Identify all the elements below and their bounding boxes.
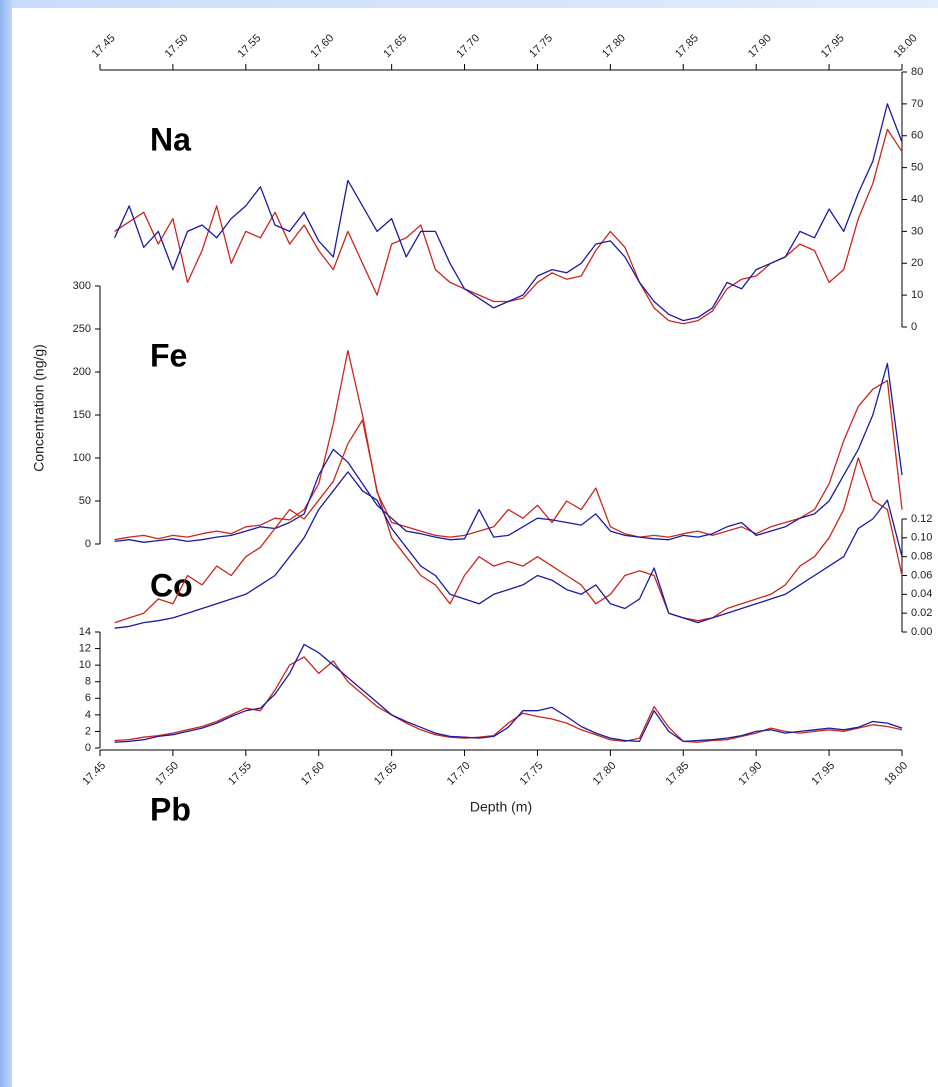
y-tick-label: 0.04: [911, 588, 932, 600]
y-tick-label: 20: [911, 257, 923, 269]
y-tick-label: 0.02: [911, 607, 932, 619]
x-tick-label: 18.00: [882, 760, 910, 788]
x-tick-label: 17.75: [518, 760, 546, 788]
panel-label: Fe: [150, 337, 187, 373]
y-tick-label: 50: [911, 162, 923, 174]
x-tick-label: 17.95: [809, 760, 837, 788]
x-tick-label: 17.45: [80, 760, 108, 788]
x-tick-label: 17.45: [90, 32, 118, 60]
y-tick-label: 30: [911, 225, 923, 237]
y-tick-label: 0: [85, 538, 91, 550]
y-tick-label: 8: [85, 676, 91, 688]
x-axis-label: Depth (m): [470, 799, 532, 815]
y-tick-label: 50: [79, 495, 91, 507]
x-tick-label: 17.55: [226, 760, 254, 788]
y-tick-label: 200: [73, 366, 91, 378]
y-tick-label: 0: [85, 742, 91, 754]
y-tick-label: 14: [79, 626, 91, 638]
y-axis-label: Concentration (ng/g): [31, 344, 47, 472]
y-tick-label: 70: [911, 98, 923, 110]
x-tick-label: 17.95: [819, 32, 847, 60]
y-tick-label: 10: [79, 659, 91, 671]
y-tick-label: 0.06: [911, 569, 932, 581]
y-tick-label: 100: [73, 452, 91, 464]
x-tick-label: 17.80: [600, 32, 628, 60]
series-line: [114, 643, 903, 743]
x-tick-label: 17.70: [454, 32, 482, 60]
x-tick-label: 17.55: [236, 32, 264, 60]
y-tick-label: 6: [85, 692, 91, 704]
x-tick-label: 17.75: [527, 32, 555, 60]
x-tick-label: 17.90: [736, 760, 764, 788]
y-tick-label: 40: [911, 193, 923, 205]
x-tick-label: 17.60: [308, 32, 336, 60]
x-tick-label: 17.65: [381, 32, 409, 60]
series-line: [114, 656, 903, 743]
x-tick-label: 17.85: [673, 32, 701, 60]
x-tick-label: 17.90: [746, 32, 774, 60]
x-tick-label: 17.60: [299, 760, 327, 788]
y-tick-label: 250: [73, 323, 91, 335]
series-line: [114, 419, 903, 624]
y-tick-label: 150: [73, 409, 91, 421]
x-tick-label: 17.50: [163, 32, 191, 60]
x-tick-label: 17.80: [591, 760, 619, 788]
y-tick-label: 0.12: [911, 513, 932, 525]
y-tick-label: 0.08: [911, 551, 932, 563]
series-line: [114, 103, 903, 322]
y-tick-label: 4: [85, 709, 91, 721]
panel-label: Co: [150, 567, 193, 603]
panel-label: Na: [150, 121, 191, 157]
y-tick-label: 80: [911, 66, 923, 78]
y-tick-label: 300: [73, 280, 91, 292]
y-tick-label: 0: [911, 321, 917, 333]
x-tick-label: 17.70: [445, 760, 473, 788]
y-tick-label: 12: [79, 642, 91, 654]
series-line: [114, 349, 903, 541]
y-tick-label: 60: [911, 130, 923, 142]
x-tick-label: 17.50: [153, 760, 181, 788]
series-line: [114, 471, 903, 629]
y-tick-label: 0.10: [911, 532, 932, 544]
y-tick-label: 0.00: [911, 626, 932, 638]
y-tick-label: 2: [85, 725, 91, 737]
x-tick-label: 17.65: [372, 760, 400, 788]
series-line: [114, 128, 903, 325]
y-tick-label: 10: [911, 289, 923, 301]
series-line: [114, 362, 903, 543]
x-tick-label: 17.85: [663, 760, 691, 788]
panel-label: Pb: [150, 791, 191, 827]
x-tick-label: 18.00: [892, 32, 920, 60]
